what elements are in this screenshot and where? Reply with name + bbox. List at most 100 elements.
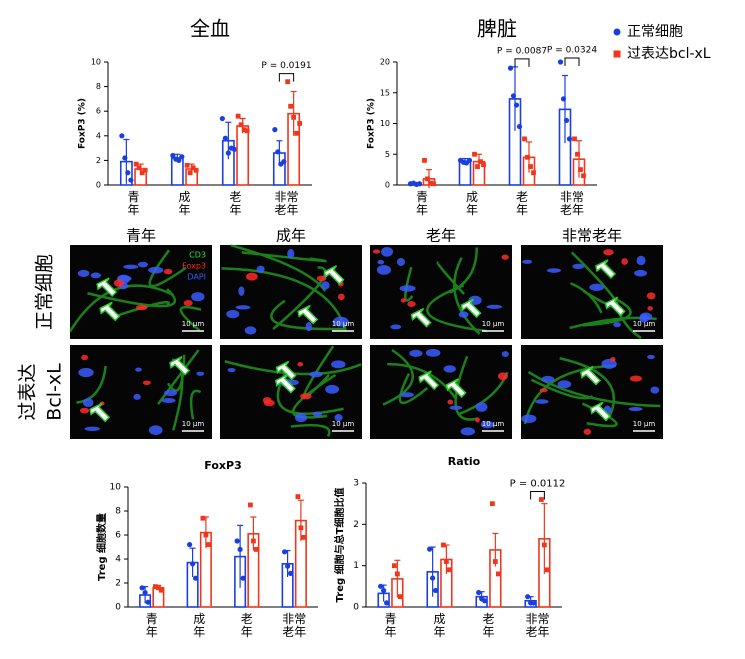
dapi-nucleus xyxy=(238,286,245,296)
x-tick-label: 非常老年 xyxy=(282,612,307,639)
data-point xyxy=(541,542,547,548)
dapi-nucleus xyxy=(377,259,385,265)
data-point xyxy=(301,535,307,540)
dapi-nucleus xyxy=(164,389,178,397)
legend-label: 过表达bcl-xL xyxy=(627,46,711,62)
row-label: 过表达 xyxy=(17,363,39,420)
dapi-nucleus xyxy=(161,397,176,403)
data-point xyxy=(142,167,148,173)
chart-title: 全血 xyxy=(190,17,230,41)
data-point xyxy=(397,594,403,600)
dapi-nucleus xyxy=(636,255,646,266)
foxp3-signal xyxy=(263,399,275,407)
dapi-nucleus xyxy=(77,269,90,277)
dapi-nucleus xyxy=(334,414,343,422)
dapi-nucleus xyxy=(90,272,101,279)
significance-bracket xyxy=(278,73,295,82)
foxp3-signal xyxy=(297,362,304,367)
data-point xyxy=(433,587,439,594)
legend-marker xyxy=(613,28,621,36)
arrow xyxy=(595,259,617,279)
data-point xyxy=(159,587,164,593)
scale-bar-label: 10 μm xyxy=(633,320,656,328)
dapi-nucleus xyxy=(244,326,257,335)
data-point xyxy=(240,575,246,581)
arrow xyxy=(323,265,345,285)
y-tick-label: 0 xyxy=(385,181,390,190)
data-point xyxy=(125,170,131,176)
foxp3-signal xyxy=(316,275,327,282)
dapi-nucleus xyxy=(396,257,405,266)
data-point xyxy=(241,127,247,133)
dapi-nucleus xyxy=(226,309,240,319)
row-label: 正常细胞 xyxy=(34,254,56,330)
foxp3-signal xyxy=(621,258,628,265)
data-point xyxy=(133,161,139,167)
y-tick-label: 10 xyxy=(110,483,122,493)
dapi-nucleus xyxy=(501,351,509,357)
dapi-nucleus xyxy=(458,311,469,318)
data-point xyxy=(203,532,209,538)
data-point xyxy=(425,176,430,182)
data-point xyxy=(416,181,423,187)
data-point xyxy=(176,157,182,163)
x-tick-label: 非常老年 xyxy=(525,612,550,639)
dapi-nucleus xyxy=(634,269,648,277)
y-tick-label: 10 xyxy=(91,58,101,67)
column-label: 青年 xyxy=(126,227,156,245)
dapi-nucleus xyxy=(312,411,322,418)
scale-bar-label: 10 μm xyxy=(633,420,656,428)
dapi-nucleus xyxy=(390,324,402,330)
dapi-nucleus xyxy=(82,398,94,408)
dapi-nucleus xyxy=(613,321,621,328)
data-point xyxy=(153,584,158,589)
y-tick-label: 10 xyxy=(380,119,390,128)
data-point xyxy=(193,575,199,581)
y-tick-label: 8 xyxy=(96,82,101,91)
cd3-signal xyxy=(569,251,657,339)
scale-bar-label: 10 μm xyxy=(182,320,205,328)
data-point xyxy=(179,154,185,160)
foxp3-signal xyxy=(497,372,508,381)
y-tick-label: 0 xyxy=(353,603,359,613)
x-tick-label: 老年 xyxy=(482,612,495,639)
dapi-nucleus xyxy=(325,384,340,394)
data-point xyxy=(275,149,281,155)
data-point xyxy=(510,93,517,99)
dapi-nucleus xyxy=(321,281,330,290)
y-tick-label: 20 xyxy=(380,58,390,67)
data-point xyxy=(528,164,533,169)
data-point xyxy=(225,150,231,156)
foxp3-signal xyxy=(539,388,548,393)
data-point xyxy=(200,515,206,521)
micrograph xyxy=(370,245,512,339)
dapi-nucleus xyxy=(409,349,423,357)
dapi-nucleus xyxy=(381,246,394,257)
foxp3-signal xyxy=(501,254,509,260)
significance-bracket xyxy=(564,57,580,66)
dapi-nucleus xyxy=(376,264,391,275)
data-point xyxy=(248,502,253,508)
x-tick-label: 成年 xyxy=(433,612,446,639)
data-point xyxy=(557,59,564,65)
data-point xyxy=(440,542,446,548)
dapi-nucleus xyxy=(541,375,555,383)
dapi-nucleus xyxy=(572,263,585,270)
dapi-nucleus xyxy=(400,392,414,398)
data-point xyxy=(431,181,436,187)
column-label: 非常老年 xyxy=(562,227,622,245)
dapi-nucleus xyxy=(309,371,323,378)
y-axis-label: Treg 细胞与总T细胞比值 xyxy=(333,488,346,603)
data-point xyxy=(525,154,530,160)
arrow xyxy=(99,301,121,322)
foxp3-signal xyxy=(183,300,193,307)
arrow xyxy=(297,304,319,325)
data-point xyxy=(513,102,520,108)
scale-bar-label: 10 μm xyxy=(482,420,505,428)
data-point xyxy=(476,589,482,596)
dapi-nucleus xyxy=(235,305,251,310)
dapi-nucleus xyxy=(135,367,142,372)
dapi-nucleus xyxy=(332,316,349,327)
data-point xyxy=(187,170,193,176)
